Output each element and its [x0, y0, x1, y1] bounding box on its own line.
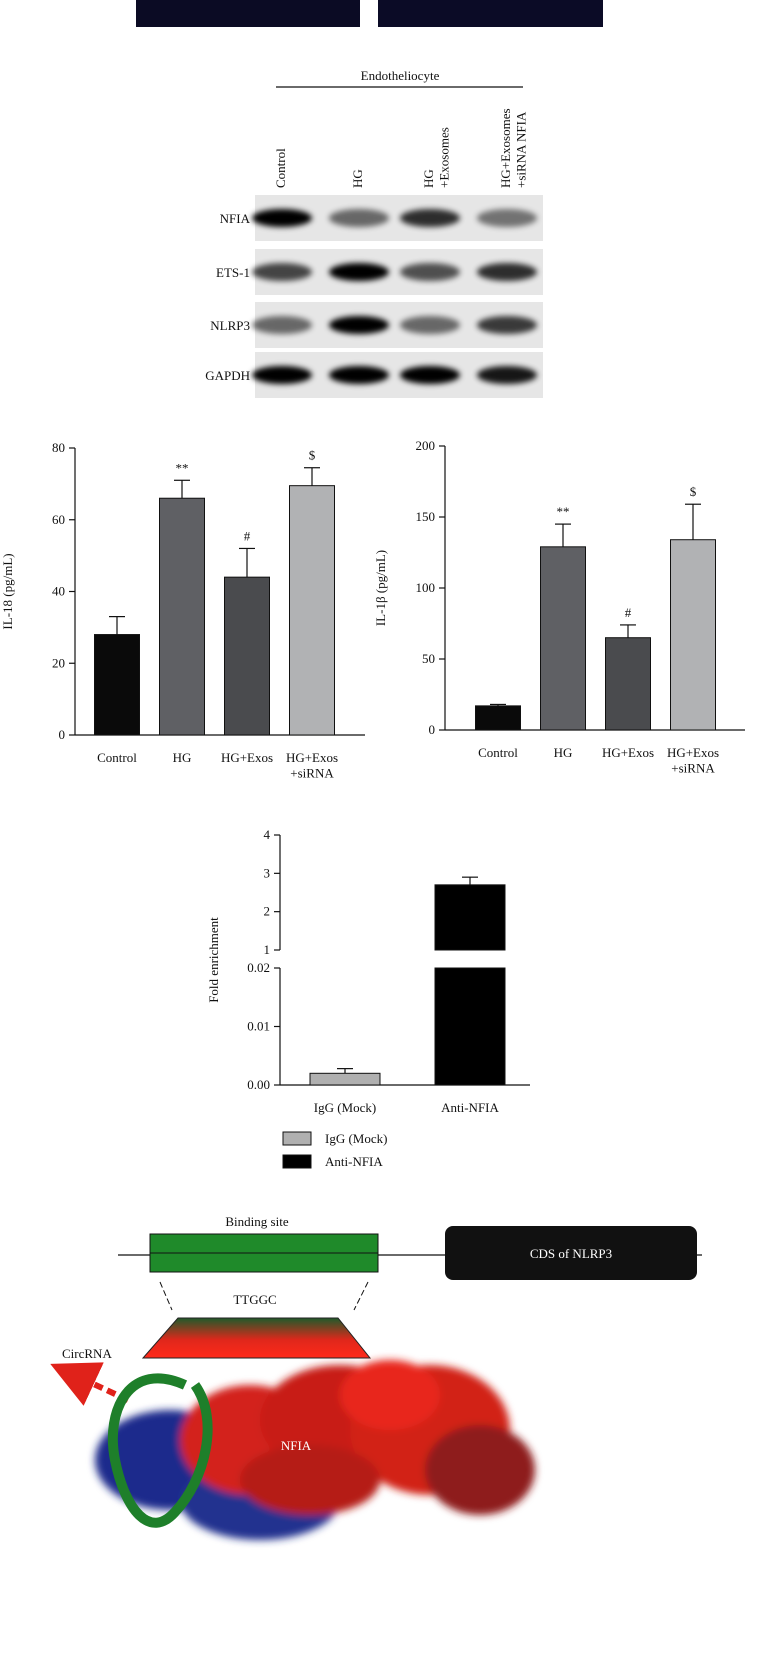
y-tick-label: 1: [264, 942, 271, 957]
band: [329, 209, 389, 227]
significance: $: [309, 448, 316, 463]
chart: 1 2 3 4 0.00 0.01 0.02 Fold enrichment IgG (Mock…: [206, 827, 530, 1169]
bar: [670, 539, 716, 731]
x-tick-label: Control: [478, 745, 518, 760]
bar: [309, 1072, 381, 1086]
protein-label: NFIA: [281, 1438, 312, 1453]
x-tick-label: Anti-NFIA: [441, 1100, 499, 1115]
bar: [94, 634, 140, 736]
circrna-label: CircRNA: [62, 1346, 112, 1361]
band: [477, 263, 537, 281]
band: [252, 366, 312, 384]
lane-label: HG+Exosomes+siRNA NFIA: [498, 108, 529, 188]
x-tick-label: HG+Exos +siRNA: [667, 745, 719, 776]
bar: [475, 705, 521, 731]
band: [477, 316, 537, 334]
group-label: Endotheliocyte: [361, 68, 440, 83]
band: [477, 366, 537, 384]
y-tick-label: 20: [52, 655, 65, 670]
legend-label: Anti-NFIA: [325, 1154, 383, 1169]
western-blot: Endotheliocyte Control HG HG+Exosomes HG+Ex…: [205, 68, 543, 398]
y-tick-label: 0.00: [247, 1077, 270, 1092]
row-label: GAPDH: [205, 368, 250, 383]
y-tick-label: 40: [52, 584, 65, 599]
y-tick-label: 60: [52, 512, 65, 527]
significance: **: [557, 504, 570, 519]
band: [252, 316, 312, 334]
significance: #: [625, 605, 632, 620]
y-tick-label: 3: [264, 865, 271, 880]
legend-swatch: [282, 1131, 312, 1146]
micrograph: [136, 0, 360, 27]
significance: $: [690, 484, 697, 499]
row-label: NFIA: [220, 211, 251, 226]
y-axis-label: IL-18 (pg/mL): [0, 553, 15, 629]
bar: [289, 485, 335, 736]
chart: 0 50 100 150 200 IL-1β (pg/mL) Control ** HG # HG+…: [373, 438, 745, 776]
cds-box: [445, 1226, 697, 1280]
x-tick-label: HG+Exos: [221, 750, 273, 765]
chart: 0 20 40 60 80 IL-18 (pg/mL) Control ** HG # HG+Exo…: [0, 440, 365, 781]
band: [252, 209, 312, 227]
significance: **: [176, 460, 189, 475]
band: [400, 316, 460, 334]
zoom-line: [159, 1281, 173, 1311]
y-tick-label: 150: [416, 509, 436, 524]
zoom-line: [353, 1281, 369, 1311]
y-tick-label: 0: [59, 727, 66, 742]
motif-shape: [141, 1317, 372, 1359]
diagram: Binding site CDS of NLRP3 TTGGC CircRNA …: [50, 1214, 702, 1540]
row-label: NLRP3: [210, 318, 250, 333]
y-tick-label: 4: [264, 827, 271, 842]
bar: [605, 637, 651, 731]
legend-swatch: [282, 1154, 312, 1169]
circrna-loop: [107, 1373, 213, 1528]
x-tick-label: HG+Exos +siRNA: [286, 750, 338, 781]
y-tick-label: 0.02: [247, 960, 270, 975]
band: [477, 209, 537, 227]
lane-label: Control: [273, 148, 288, 188]
y-axis-label: Fold enrichment: [206, 917, 221, 1003]
x-tick-label: HG+Exos: [602, 745, 654, 760]
y-tick-label: 50: [422, 651, 435, 666]
y-tick-label: 0: [429, 722, 436, 737]
band: [252, 263, 312, 281]
micrograph: [378, 0, 603, 27]
band: [400, 263, 460, 281]
y-tick-label: 200: [416, 438, 436, 453]
motif-label: TTGGC: [233, 1292, 276, 1307]
x-tick-label: HG: [554, 745, 573, 760]
y-tick-label: 2: [264, 904, 271, 919]
band: [329, 316, 389, 334]
band: [400, 209, 460, 227]
lane-label: HG: [350, 169, 365, 188]
bar: [159, 497, 205, 736]
legend-label: IgG (Mock): [325, 1131, 387, 1146]
y-axis-label: IL-1β (pg/mL): [373, 550, 388, 626]
bar: [434, 967, 506, 1086]
row-label: ETS-1: [216, 265, 250, 280]
significance: #: [244, 528, 251, 543]
x-tick-label: HG: [173, 750, 192, 765]
band: [329, 263, 389, 281]
protein: [95, 1360, 535, 1540]
cds-label: CDS of NLRP3: [530, 1246, 612, 1261]
x-tick-label: IgG (Mock): [314, 1100, 376, 1115]
bar: [224, 576, 270, 736]
y-tick-label: 0.01: [247, 1019, 270, 1034]
band: [400, 366, 460, 384]
arrow: [50, 1362, 130, 1406]
bar: [434, 884, 506, 951]
y-tick-label: 100: [416, 580, 436, 595]
y-tick-label: 80: [52, 440, 65, 455]
bar: [540, 546, 586, 731]
x-tick-label: Control: [97, 750, 137, 765]
band: [329, 366, 389, 384]
lane-label: HG+Exosomes: [421, 127, 452, 188]
binding-label: Binding site: [225, 1214, 288, 1229]
